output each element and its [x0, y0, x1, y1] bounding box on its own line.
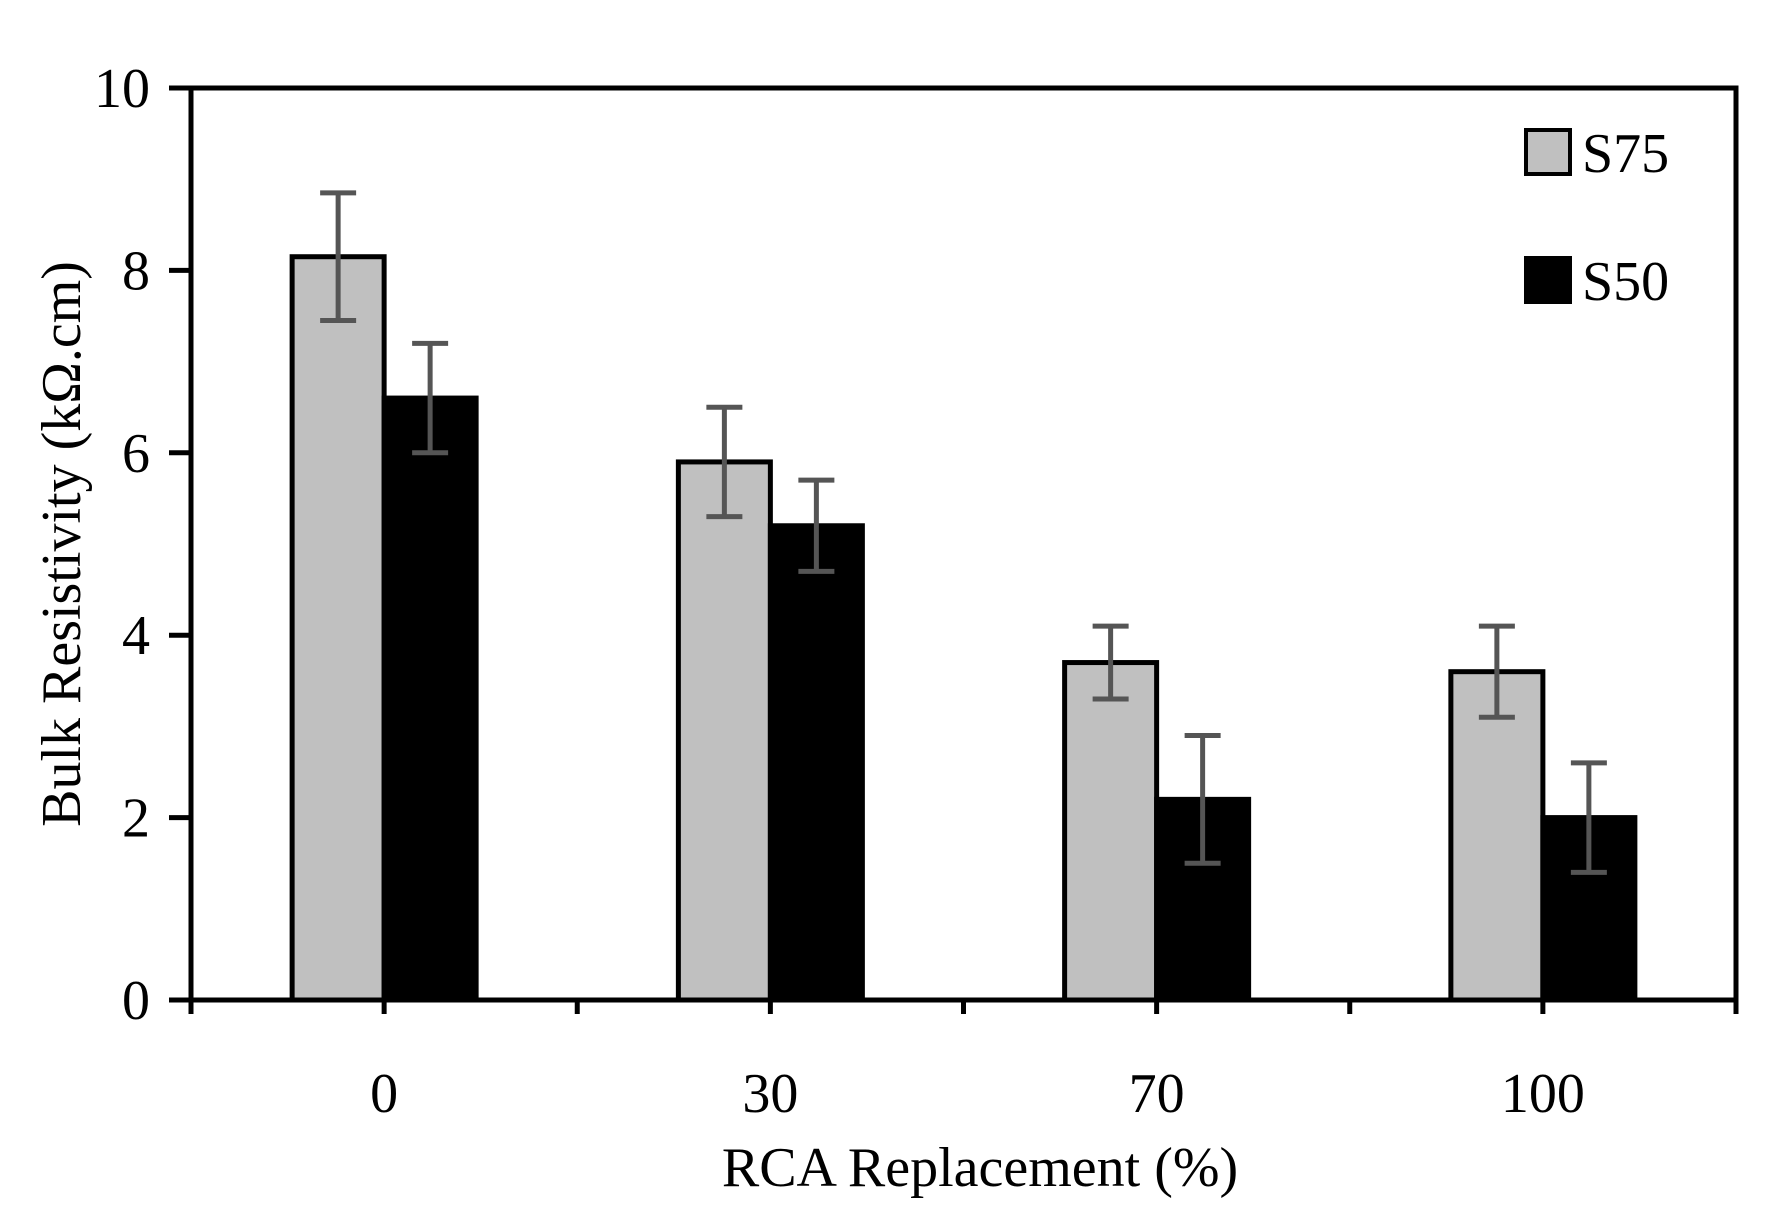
y-tick-label-10: 10 — [94, 58, 150, 120]
legend-swatch-s75 — [1524, 128, 1572, 176]
bar-s50-30 — [767, 523, 865, 1003]
legend: S75 S50 — [1524, 123, 1669, 313]
x-tick-label-30: 30 — [742, 1063, 798, 1125]
x-axis-title: RCA Replacement (%) — [722, 1137, 1238, 1199]
legend-label-s50: S50 — [1582, 251, 1669, 313]
bar-s75-100 — [1448, 669, 1546, 1003]
x-tick-label-0: 0 — [370, 1063, 398, 1125]
y-axis-title: Bulk Resistivity (kΩ.cm) — [31, 261, 93, 827]
legend-label-s75: S75 — [1582, 123, 1669, 185]
y-tick-label-0: 0 — [122, 970, 150, 1032]
y-tick-label-6: 6 — [122, 423, 150, 485]
x-tick-label-100: 100 — [1501, 1063, 1585, 1125]
error-bars-layer — [320, 190, 1607, 875]
y-tick-label-4: 4 — [122, 605, 150, 667]
bar-s75-0 — [289, 254, 387, 1003]
y-tick-label-2: 2 — [122, 788, 150, 850]
legend-swatch-s50 — [1524, 256, 1572, 304]
axes-layer: 0 30 70 100 0 2 4 6 8 10 — [94, 58, 1739, 1125]
bar-s75-70 — [1062, 660, 1160, 1003]
bar-s75-30 — [675, 459, 773, 1003]
bars-layer — [289, 254, 1638, 1003]
y-tick-label-8: 8 — [122, 240, 150, 302]
bar-s50-0 — [381, 395, 479, 1003]
x-tick-label-70: 70 — [1129, 1063, 1185, 1125]
